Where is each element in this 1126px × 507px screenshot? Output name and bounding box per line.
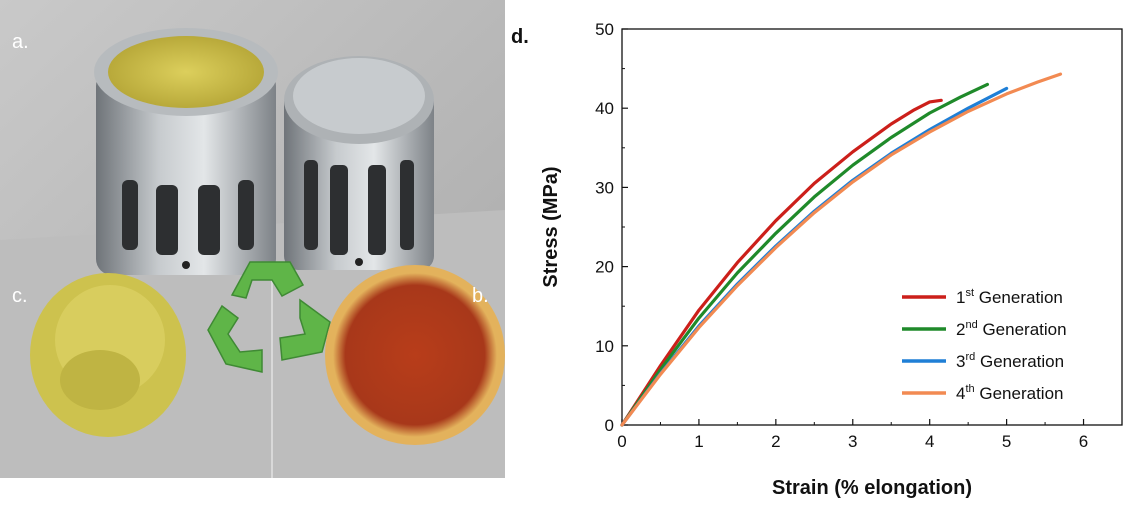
y-tick-label: 40	[595, 99, 614, 118]
legend: 1st Generation 2nd Generation 3rd Generati…	[902, 287, 1067, 403]
metal-mold-closed-icon	[284, 56, 434, 270]
series-layer	[620, 72, 1063, 427]
x-axis-title: Strain (% elongation)	[772, 477, 972, 499]
panel-label-b: b.	[472, 285, 489, 307]
axes: 0 1 2 3 4 5 6 0 10 20 30 40 50	[595, 20, 1123, 451]
powder-pile-icon	[30, 273, 186, 437]
series-line-1	[620, 98, 943, 427]
red-disc-icon	[325, 265, 505, 445]
series-line-3	[620, 86, 1009, 427]
x-tick-label: 0	[617, 432, 626, 451]
x-tick-label: 2	[771, 432, 780, 451]
panel-label-a: a.	[12, 31, 29, 53]
y-tick-label: 30	[595, 178, 614, 197]
legend-label-2: 2nd Generation	[956, 319, 1067, 339]
x-tick-label: 1	[694, 432, 703, 451]
y-tick-label: 10	[595, 337, 614, 356]
legend-label-1: 1st Generation	[956, 287, 1063, 307]
photo-panel: a. c. b.	[0, 0, 505, 478]
x-tick-label: 5	[1002, 432, 1011, 451]
y-tick-label: 20	[595, 258, 614, 277]
stress-strain-chart: d. 0 1 2 3 4 5 6 0 10 20 30 40 50 1st Generation 2nd …	[511, 20, 1123, 499]
metal-mold-filled-icon	[94, 28, 278, 275]
series-line-4	[620, 72, 1063, 427]
panel-label-c: c.	[12, 285, 28, 307]
legend-label-3: 3rd Generation	[956, 351, 1064, 371]
x-tick-label: 3	[848, 432, 857, 451]
panel-label-d: d.	[511, 26, 529, 48]
y-tick-label: 0	[605, 416, 614, 435]
series-line-2	[620, 82, 989, 427]
legend-label-4: 4th Generation	[956, 383, 1064, 403]
x-tick-label: 6	[1079, 432, 1088, 451]
y-tick-label: 50	[595, 20, 614, 39]
y-axis-title: Stress (MPa)	[540, 166, 562, 287]
recycle-icon	[207, 261, 331, 373]
x-tick-label: 4	[925, 432, 934, 451]
